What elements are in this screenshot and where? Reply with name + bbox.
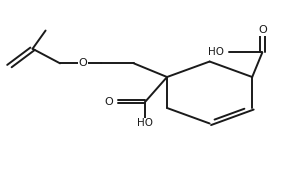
- Text: HO: HO: [208, 47, 224, 57]
- Text: O: O: [258, 25, 267, 35]
- Text: O: O: [79, 58, 88, 68]
- Text: O: O: [105, 97, 114, 107]
- Text: HO: HO: [137, 118, 153, 128]
